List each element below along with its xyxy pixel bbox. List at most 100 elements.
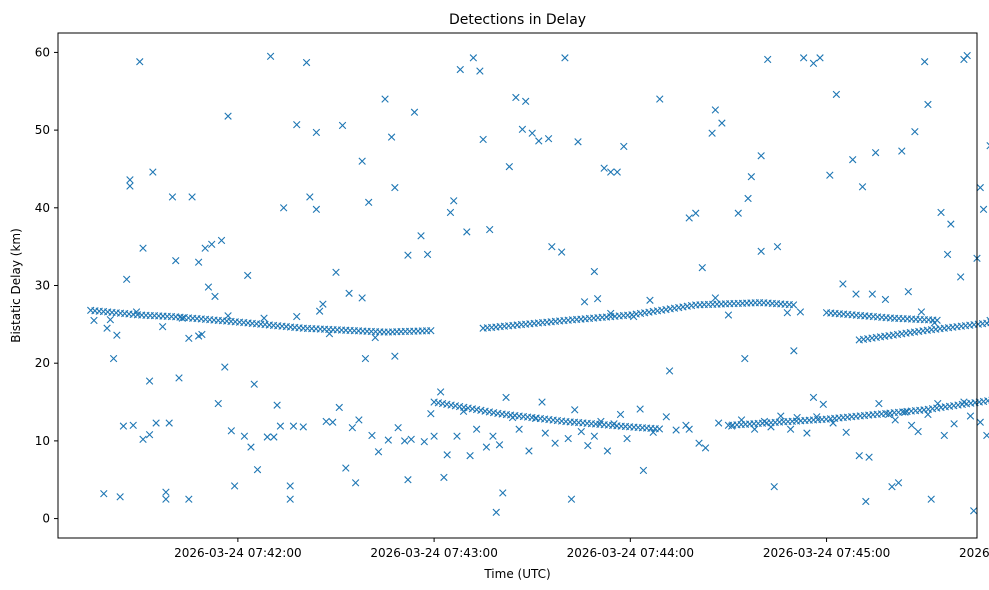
detection-marker — [597, 417, 605, 426]
detection-marker — [868, 290, 877, 298]
detection-marker — [492, 508, 500, 517]
detection-marker — [803, 429, 811, 437]
detection-marker — [750, 425, 759, 433]
detection-marker — [119, 422, 128, 430]
detection-marker — [940, 431, 948, 440]
chart-title: Detections in Delay — [449, 12, 586, 28]
detection-marker — [760, 417, 769, 426]
detection-marker — [410, 108, 419, 116]
detection-marker — [302, 58, 311, 67]
x-axis-label: Time (UTC) — [483, 567, 550, 581]
y-tick-label-3: 30 — [35, 279, 50, 293]
detection-marker — [162, 495, 170, 503]
detection-marker — [917, 308, 926, 316]
detection-marker — [214, 399, 222, 408]
y-tick-label-2: 20 — [35, 356, 50, 370]
detection-marker — [574, 138, 582, 146]
detection-marker — [185, 334, 193, 343]
detection-marker — [692, 209, 700, 217]
detection-marker — [984, 397, 989, 405]
detection-marker — [289, 422, 298, 430]
detection-marker — [561, 54, 569, 62]
detection-marker — [685, 214, 693, 222]
detection-marker — [649, 428, 657, 437]
detection-marker — [188, 193, 196, 201]
detection-marker — [358, 294, 366, 302]
detection-marker — [479, 135, 487, 144]
detection-marker — [266, 52, 275, 60]
detection-marker — [865, 453, 873, 461]
detection-marker — [505, 162, 514, 171]
detection-marker — [348, 423, 357, 432]
detection-marker — [152, 419, 160, 427]
detection-marker — [816, 54, 824, 62]
detection-marker — [842, 428, 850, 437]
detection-marker — [777, 412, 785, 420]
detection-marker — [463, 228, 471, 236]
detection-marker — [580, 298, 589, 306]
detection-marker — [204, 283, 213, 291]
detection-marker — [960, 398, 968, 406]
detection-marker — [871, 148, 880, 157]
detection-marker — [799, 54, 808, 62]
detection-marker — [351, 479, 360, 487]
detection-marker — [610, 420, 618, 428]
detection-marker — [489, 432, 497, 440]
detection-marker — [767, 423, 775, 431]
detection-marker — [764, 55, 772, 64]
detection-marker — [525, 447, 533, 455]
detection-marker — [809, 59, 818, 67]
scatter-markers — [87, 51, 989, 517]
detection-marker — [335, 403, 343, 412]
detection-marker — [100, 490, 108, 498]
detection-marker — [646, 296, 654, 304]
detection-marker — [312, 205, 321, 214]
detection-marker — [747, 173, 756, 181]
detection-marker — [819, 400, 827, 409]
plot-frame — [57, 32, 978, 539]
detection-marker — [809, 393, 818, 402]
detection-marker — [456, 65, 464, 74]
detection-marker — [122, 275, 131, 283]
detection-marker — [315, 307, 324, 315]
detection-marker — [250, 380, 258, 388]
detection-marker — [826, 171, 834, 179]
detection-marker — [136, 58, 144, 66]
detection-marker — [711, 106, 720, 114]
detection-marker — [338, 121, 347, 130]
detection-marker — [126, 176, 134, 184]
detection-marker — [391, 352, 399, 360]
detection-marker — [116, 493, 124, 501]
detection-marker — [571, 406, 579, 414]
y-tick-label-5: 50 — [35, 123, 50, 137]
detection-marker — [139, 244, 147, 252]
detection-marker — [273, 401, 281, 409]
x-tick-label-1: 2026-03-24 07:43:00 — [370, 546, 497, 560]
detection-marker — [858, 183, 867, 191]
detection-marker — [862, 497, 870, 506]
detection-marker — [145, 430, 154, 439]
detection-marker — [907, 421, 916, 430]
detection-marker — [888, 483, 896, 491]
detection-marker — [450, 197, 458, 205]
detection-marker — [427, 410, 435, 418]
detection-marker — [149, 168, 157, 176]
detection-marker — [260, 314, 268, 322]
detection-marker — [355, 416, 363, 424]
detection-marker — [342, 464, 350, 472]
detection-marker — [361, 354, 370, 363]
detection-marker — [208, 240, 216, 249]
detection-marker — [607, 309, 615, 318]
detection-marker — [603, 447, 612, 455]
detection-marker — [407, 435, 415, 444]
detection-marker — [901, 408, 909, 416]
detection-marker — [793, 413, 801, 422]
detection-marker — [714, 419, 723, 427]
detection-marker — [531, 414, 540, 423]
x-tick-label-4: 2026-03-24 07:46:00 — [959, 546, 989, 560]
detection-marker — [541, 429, 549, 437]
detection-marker — [515, 425, 523, 433]
detection-marker — [590, 432, 599, 440]
detection-marker — [976, 183, 984, 192]
detection-marker — [682, 421, 690, 430]
